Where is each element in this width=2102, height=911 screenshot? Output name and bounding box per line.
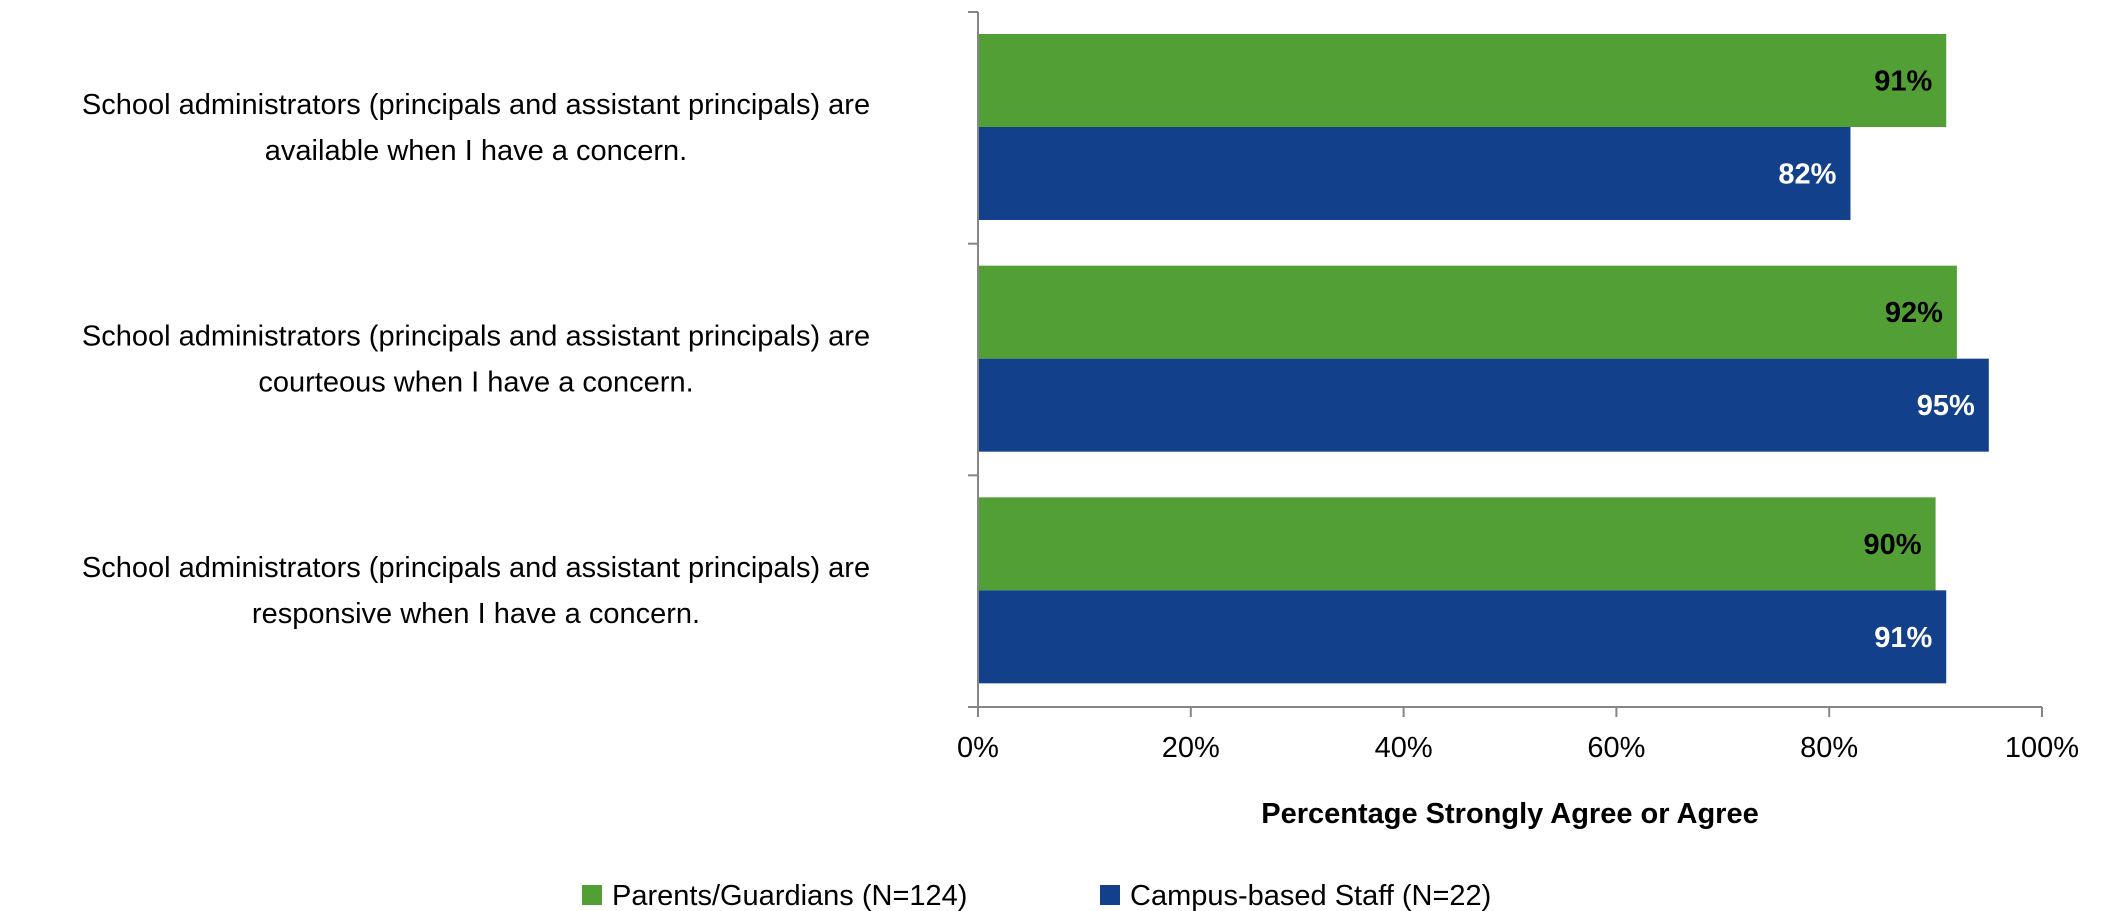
data-label: 91%: [1874, 622, 1932, 654]
legend-swatch: [1100, 885, 1120, 905]
category-label-line: courteous when I have a concern.: [258, 367, 693, 399]
legend: Parents/Guardians (N=124) Campus-based St…: [582, 880, 1491, 911]
bar-staff: [979, 358, 1989, 452]
category-label-line: School administrators (principals and as…: [82, 89, 870, 121]
data-label: 91%: [1874, 66, 1932, 98]
legend-label: Parents/Guardians (N=124): [612, 880, 967, 911]
bar-parents: [979, 265, 1957, 359]
bar-staff: [979, 127, 1851, 220]
category-label-line: available when I have a concern.: [265, 135, 687, 167]
bar-staff: [979, 590, 1947, 684]
x-tick-label: 0%: [957, 732, 999, 764]
x-tick-label: 80%: [1800, 732, 1858, 764]
data-label: 92%: [1885, 297, 1943, 329]
data-labels-group: 91% 82% 92% 95% 90% 91%: [1778, 66, 1975, 654]
x-axis-title: Percentage Strongly Agree or Agree: [1261, 798, 1758, 830]
category-label-line: responsive when I have a concern.: [252, 598, 700, 630]
axes-group: [977, 12, 2042, 708]
legend-label: Campus-based Staff (N=22): [1130, 880, 1491, 911]
category-label-line: School administrators (principals and as…: [82, 321, 870, 353]
category-label-line: School administrators (principals and as…: [82, 552, 870, 584]
category-label: School administrators (principals and as…: [82, 552, 870, 630]
x-tick-label: 20%: [1162, 732, 1220, 764]
data-label: 82%: [1778, 159, 1836, 191]
x-tick-label: 40%: [1375, 732, 1433, 764]
bars-group: [979, 34, 1989, 684]
category-label: School administrators (principals and as…: [82, 321, 870, 399]
bar-parents: [979, 497, 1936, 591]
legend-swatch: [582, 885, 602, 905]
x-ticks-group: 0% 20% 40% 60% 80% 100%: [957, 707, 2079, 764]
y-ticks-group: [968, 11, 978, 708]
data-label: 90%: [1864, 529, 1922, 561]
bar-parents: [979, 34, 1947, 127]
data-label: 95%: [1917, 390, 1975, 422]
category-labels-group: School administrators (principals and as…: [82, 89, 870, 630]
x-tick-label: 100%: [2005, 732, 2079, 764]
x-tick-label: 60%: [1587, 732, 1645, 764]
category-label: School administrators (principals and as…: [82, 89, 870, 167]
